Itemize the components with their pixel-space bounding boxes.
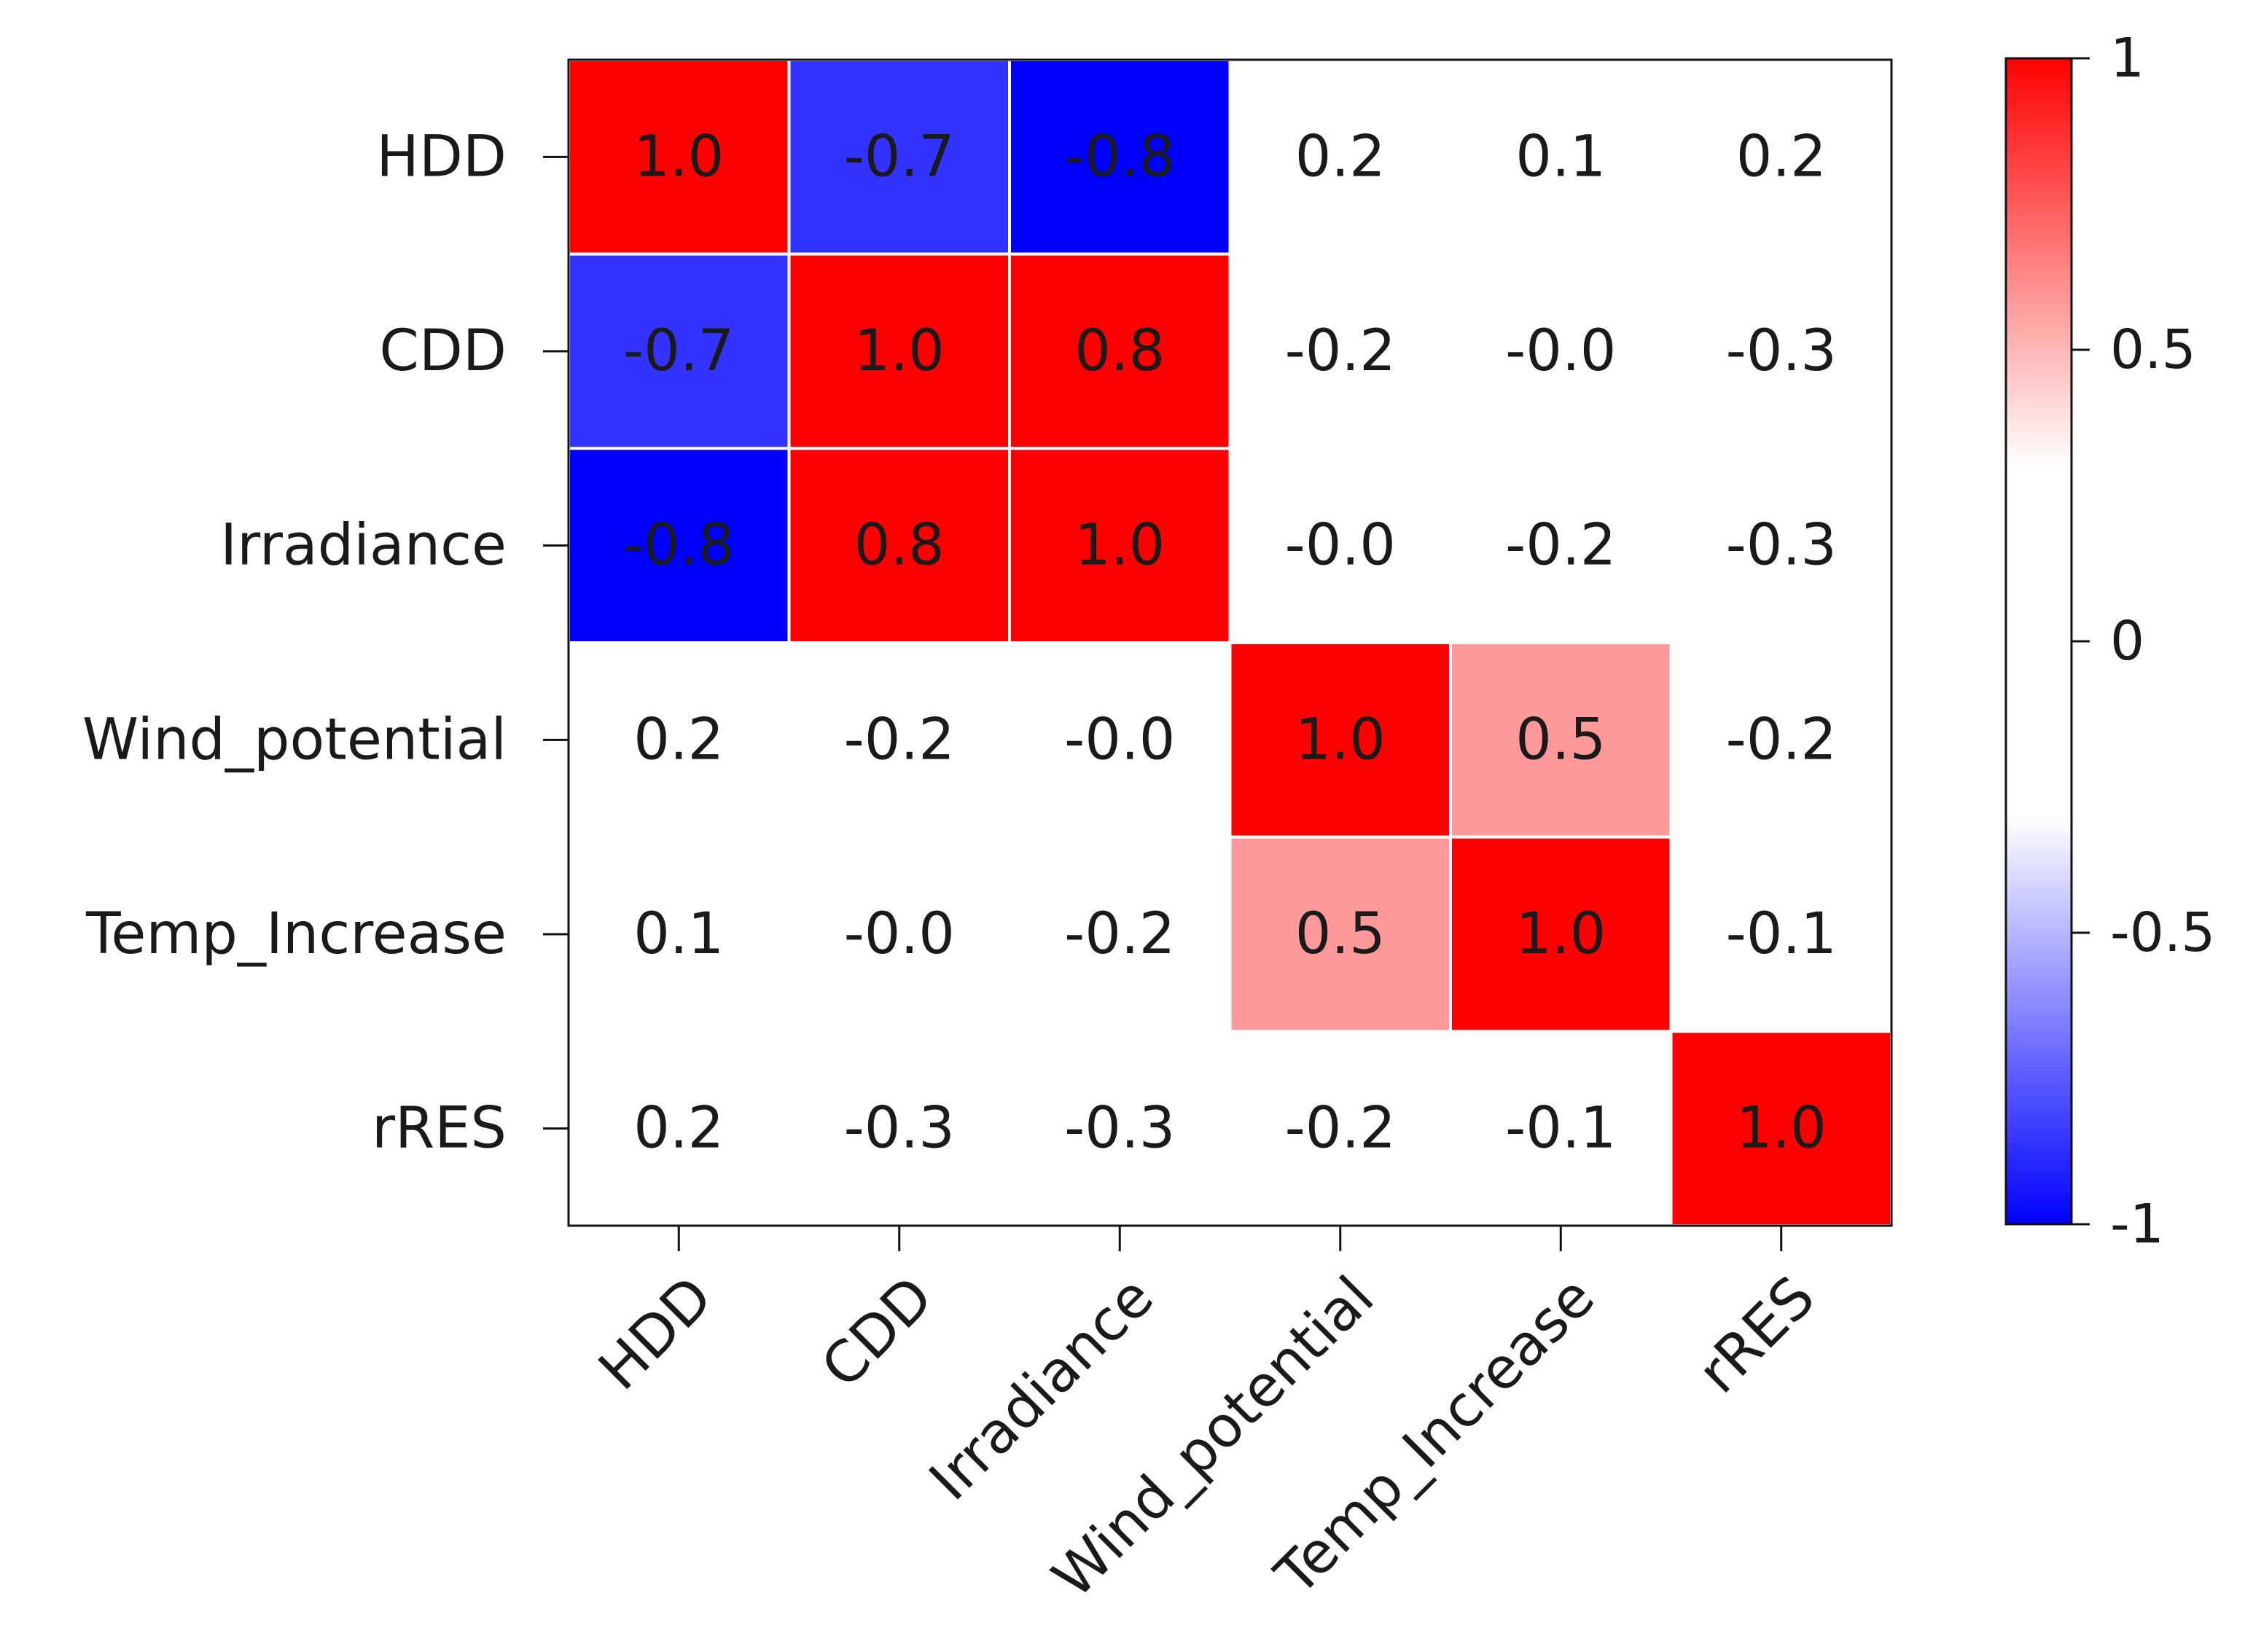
cell-label: -0.3 xyxy=(1726,318,1837,384)
colorbar-tick-label: 0 xyxy=(2110,610,2144,673)
cell-label: 0.5 xyxy=(1515,707,1606,772)
cell-label: -0.7 xyxy=(844,124,955,189)
cell-label: -0.3 xyxy=(844,1096,955,1162)
cell-label: -0.3 xyxy=(1064,1096,1175,1162)
cell-temp-increase-irradiance xyxy=(1008,835,1232,1033)
cell-label: -0.1 xyxy=(1505,1096,1616,1162)
cell-label: -0.0 xyxy=(1285,513,1396,579)
cell-irradiance-wind-potential xyxy=(1228,447,1452,645)
cell-hdd-wind-potential xyxy=(1228,58,1452,256)
cell-label: 1.0 xyxy=(1736,1096,1827,1162)
cell-wind-potential-temp-increase xyxy=(1449,641,1673,839)
cell-wind-potential-irradiance xyxy=(1008,641,1232,839)
colorbar-gradient xyxy=(2004,57,2073,1226)
cell-label: 1.0 xyxy=(1074,513,1165,579)
colorbar-tick-label: -1 xyxy=(2110,1193,2164,1256)
cell-label: 0.1 xyxy=(1515,124,1606,189)
y-tick-label-temp-increase: Temp_Increase xyxy=(85,901,507,967)
cell-wind-potential-cdd xyxy=(787,641,1011,839)
cell-label: 0.8 xyxy=(1074,318,1165,384)
cell-wind-potential-wind-potential xyxy=(1228,641,1452,839)
cell-label: -0.2 xyxy=(844,707,955,772)
cell-label: 0.2 xyxy=(633,707,724,772)
cell-label: -0.0 xyxy=(1505,318,1616,384)
cell-hdd-cdd xyxy=(787,58,1011,256)
x-tick-label-hdd: HDD xyxy=(587,1264,725,1403)
y-tick-label-rres: rRES xyxy=(372,1096,507,1162)
y-tick-label-wind-potential: Wind_potential xyxy=(82,707,507,772)
cell-label: 0.2 xyxy=(1295,124,1386,189)
cell-label: 0.1 xyxy=(633,901,724,967)
cell-hdd-rres xyxy=(1669,58,1893,256)
cell-hdd-hdd xyxy=(567,58,791,256)
cell-irradiance-temp-increase xyxy=(1449,447,1673,645)
cell-irradiance-cdd xyxy=(787,447,1011,645)
cell-label: -0.2 xyxy=(1285,318,1396,384)
colorbar-tick-label: -0.5 xyxy=(2110,901,2215,964)
plot-frame xyxy=(567,58,1893,1227)
cell-temp-increase-temp-increase xyxy=(1449,835,1673,1033)
cell-cdd-wind-potential xyxy=(1228,252,1452,450)
cell-label: -0.8 xyxy=(623,513,734,579)
cell-label: -0.2 xyxy=(1285,1096,1396,1162)
cell-label: -0.0 xyxy=(844,901,955,967)
cell-temp-increase-hdd xyxy=(567,835,791,1033)
y-tick-label-cdd: CDD xyxy=(379,318,507,384)
cell-label: -0.8 xyxy=(1064,124,1175,189)
cell-label: 1.0 xyxy=(633,124,724,189)
cell-label: 1.0 xyxy=(854,318,945,384)
cell-label: 0.2 xyxy=(1736,124,1827,189)
cell-label: 0.8 xyxy=(854,513,945,579)
cell-label: -0.0 xyxy=(1064,707,1175,772)
cell-label: -0.2 xyxy=(1726,707,1837,772)
colorbar-tick-label: 1 xyxy=(2110,27,2144,90)
colorbar-tick-label: 0.5 xyxy=(2110,318,2196,381)
y-tick-label-hdd: HDD xyxy=(376,124,507,189)
heatmap-cell-labels: 1.0 -0.7 -0.8 0.2 0.1 0.2 -0.7 1.0 0.8 -0.2 -0.0 -0… xyxy=(623,124,1837,1161)
heatmap-cells xyxy=(567,58,1893,1228)
cell-rres-rres xyxy=(1669,1030,1893,1228)
cell-label: 1.0 xyxy=(1295,707,1386,772)
cell-label: -0.3 xyxy=(1726,513,1837,579)
x-tick-label-rres: rRES xyxy=(1686,1264,1827,1406)
y-axis: HDD CDD Irradiance Wind_potential Temp_Incre… xyxy=(82,124,569,1162)
cell-rres-hdd xyxy=(567,1030,791,1228)
cell-label: 0.2 xyxy=(633,1096,724,1162)
cell-irradiance-rres xyxy=(1669,447,1893,645)
cell-label: -0.2 xyxy=(1505,513,1616,579)
cell-label: -0.1 xyxy=(1726,901,1837,967)
colorbar: 1 0.5 0 -0.5 -1 xyxy=(2004,27,2215,1256)
cell-label: -0.2 xyxy=(1064,901,1175,967)
cell-cdd-rres xyxy=(1669,252,1893,450)
cell-cdd-cdd xyxy=(787,252,1011,450)
cell-label: 0.5 xyxy=(1295,901,1386,967)
cell-rres-temp-increase xyxy=(1449,1030,1673,1228)
cell-label: 1.0 xyxy=(1515,901,1606,967)
x-axis: HDD CDDIrradianceWind_potentialTemp_Incre… xyxy=(587,1226,1827,1610)
cell-label: -0.7 xyxy=(623,318,734,384)
x-tick-label-cdd: CDD xyxy=(809,1264,945,1401)
y-tick-label-irradiance: Irradiance xyxy=(220,513,507,579)
cell-temp-increase-wind-potential xyxy=(1228,835,1452,1033)
cell-wind-potential-hdd xyxy=(567,641,791,839)
